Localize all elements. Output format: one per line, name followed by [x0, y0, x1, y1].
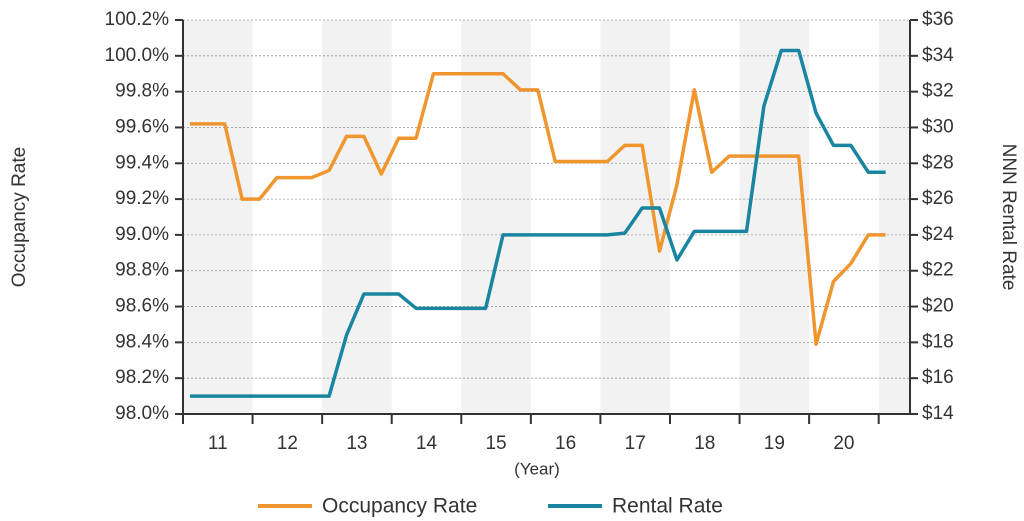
series-line — [189, 48, 886, 398]
band — [183, 20, 253, 414]
band — [322, 20, 392, 414]
y-tick-label: 99.6% — [115, 116, 169, 137]
y-tick-label: 99.2% — [115, 188, 169, 209]
y2-tick-label: $32 — [922, 81, 954, 102]
x-tick-label: 16 — [555, 433, 576, 454]
y-tick-label: 98.4% — [115, 331, 169, 352]
band — [739, 20, 810, 414]
y-tick-label: 98.2% — [115, 367, 169, 388]
x-tick-label: 12 — [277, 433, 298, 454]
y2-tick-label: $18 — [922, 331, 954, 352]
x-tick-label: 15 — [485, 433, 506, 454]
y2-tick-label: $26 — [922, 188, 954, 209]
y2-tick-label: $34 — [922, 45, 954, 66]
y2-tick-label: $28 — [922, 152, 954, 173]
y-tick-label: 98.0% — [115, 403, 169, 424]
x-tick-label: 18 — [694, 433, 715, 454]
band — [878, 20, 910, 414]
y-tick-label: 98.8% — [115, 260, 169, 281]
series-line — [189, 71, 886, 346]
y2-tick-label: $14 — [922, 403, 954, 424]
y2-tick-label: $16 — [922, 367, 954, 388]
y-tick-label: 99.8% — [115, 81, 169, 102]
band — [461, 20, 531, 414]
y-tick-label: 100.2% — [105, 9, 170, 30]
x-tick-label: 17 — [625, 433, 646, 454]
y-axis-label: Occupancy Rate — [9, 147, 30, 287]
x-axis-label: (Year) — [514, 459, 560, 478]
y-tick-label: 98.6% — [115, 296, 169, 317]
legend-label: Rental Rate — [612, 495, 723, 518]
y2-axis-label: NNN Rental Rate — [998, 144, 1019, 291]
y2-tick-label: $30 — [922, 116, 954, 137]
x-tick-label: 11 — [208, 433, 228, 454]
y2-tick-label: $24 — [922, 224, 954, 245]
x-tick-label: 19 — [764, 433, 785, 454]
x-tick-label: 20 — [833, 433, 854, 454]
x-tick-label: 14 — [416, 433, 438, 454]
legend-label: Occupancy Rate — [322, 495, 477, 518]
y-tick-label: 100.0% — [105, 45, 170, 66]
y-tick-label: 99.0% — [115, 224, 169, 245]
y2-tick-label: $36 — [922, 9, 954, 30]
y2-tick-label: $20 — [922, 296, 954, 317]
x-tick-label: 13 — [346, 433, 367, 454]
y-tick-label: 99.4% — [115, 152, 169, 173]
y2-tick-label: $22 — [922, 260, 954, 281]
